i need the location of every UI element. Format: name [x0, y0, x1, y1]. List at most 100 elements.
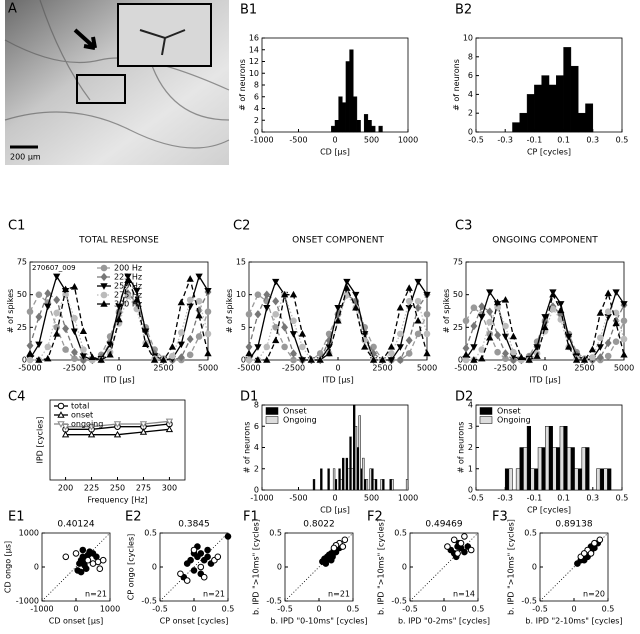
y-tick-label: 0	[277, 563, 282, 572]
marker	[509, 355, 517, 365]
marker	[79, 327, 88, 334]
x-tick-label: 0	[316, 605, 321, 614]
marker	[289, 290, 298, 298]
marker	[113, 430, 122, 438]
legend-label: Ongoing	[283, 416, 317, 425]
annotation: n=20	[583, 590, 605, 599]
bar	[380, 479, 383, 491]
marker	[620, 335, 628, 343]
line	[465, 291, 625, 361]
marker	[165, 418, 174, 426]
chart-title: 0.3845	[178, 520, 210, 530]
marker	[299, 343, 306, 351]
marker	[405, 284, 413, 291]
bar	[570, 447, 575, 491]
bar	[340, 479, 343, 491]
x-tick-label: -500	[289, 494, 307, 503]
y-tick-label: 8	[254, 401, 259, 410]
marker	[470, 321, 478, 331]
y-tick-label: 0.5	[394, 529, 407, 538]
marker	[272, 297, 280, 306]
x-tick-label: 0.1	[557, 136, 570, 145]
bar	[552, 447, 557, 491]
y-axis-label: b. IPD ">10ms" [cycles]	[251, 519, 260, 615]
marker	[334, 304, 342, 312]
legend-marker	[100, 272, 108, 282]
marker	[124, 276, 132, 284]
bar	[327, 468, 330, 491]
y-tick-label: 4	[468, 90, 473, 99]
y-tick-label: 0	[458, 356, 463, 365]
bar	[541, 75, 550, 133]
x-tick-label: -2500	[63, 364, 86, 373]
annotation: 270607_009	[32, 264, 76, 272]
y-tick-label: -1000	[16, 597, 39, 606]
y-tick-label: 10	[236, 290, 246, 299]
marker	[549, 305, 557, 313]
marker	[224, 533, 232, 540]
bar	[342, 102, 347, 133]
marker	[142, 340, 150, 348]
bar	[548, 84, 557, 133]
marker	[169, 352, 176, 360]
x-tick-label: 0	[542, 364, 547, 373]
bar	[541, 447, 546, 491]
x-tick-label: 500	[364, 494, 379, 503]
scale-bar-label: 200 µm	[10, 153, 41, 162]
bar	[312, 479, 316, 491]
bar	[570, 65, 579, 133]
marker	[478, 346, 486, 353]
bar	[338, 468, 341, 491]
marker	[290, 356, 297, 364]
marker	[612, 338, 620, 346]
x-tick-label: 0.1	[557, 494, 570, 503]
marker	[486, 289, 494, 296]
marker	[604, 314, 612, 321]
y-tick-label: 50	[453, 290, 463, 299]
marker	[423, 330, 431, 338]
marker	[450, 536, 458, 544]
marker	[280, 290, 289, 298]
marker	[150, 356, 159, 363]
marker	[254, 344, 262, 351]
bar	[574, 468, 579, 491]
y-tick-label: 6	[254, 92, 259, 101]
marker	[53, 273, 61, 281]
bar	[345, 61, 350, 133]
line	[29, 291, 209, 361]
marker	[334, 316, 342, 324]
marker	[245, 342, 253, 352]
x-tick-label: 0.5	[616, 494, 629, 503]
marker	[53, 295, 61, 305]
marker	[396, 344, 404, 351]
marker	[195, 333, 203, 340]
marker	[361, 331, 369, 338]
x-tick-label: -0.5	[468, 494, 484, 503]
marker	[190, 546, 198, 554]
marker	[186, 303, 194, 311]
marker	[96, 565, 104, 573]
bar	[349, 436, 352, 491]
marker	[596, 353, 604, 362]
bar	[519, 447, 524, 491]
marker	[396, 355, 404, 365]
marker	[272, 310, 280, 318]
bar	[371, 468, 374, 491]
x-axis-label: ITD [µs]	[529, 376, 560, 385]
diagonal	[41, 532, 111, 602]
inset	[117, 3, 212, 67]
marker	[204, 330, 212, 338]
marker	[44, 343, 52, 351]
y-tick-label: 2	[254, 464, 259, 473]
marker	[142, 328, 150, 336]
marker	[254, 310, 262, 319]
marker	[343, 278, 351, 286]
marker	[343, 284, 351, 291]
y-tick-label: 0	[254, 486, 259, 495]
marker	[26, 356, 34, 364]
bar	[353, 404, 356, 491]
x-tick-label: -0.5	[532, 605, 548, 614]
y-tick-label: 8	[254, 81, 259, 90]
marker	[461, 533, 468, 540]
bar	[526, 94, 535, 133]
